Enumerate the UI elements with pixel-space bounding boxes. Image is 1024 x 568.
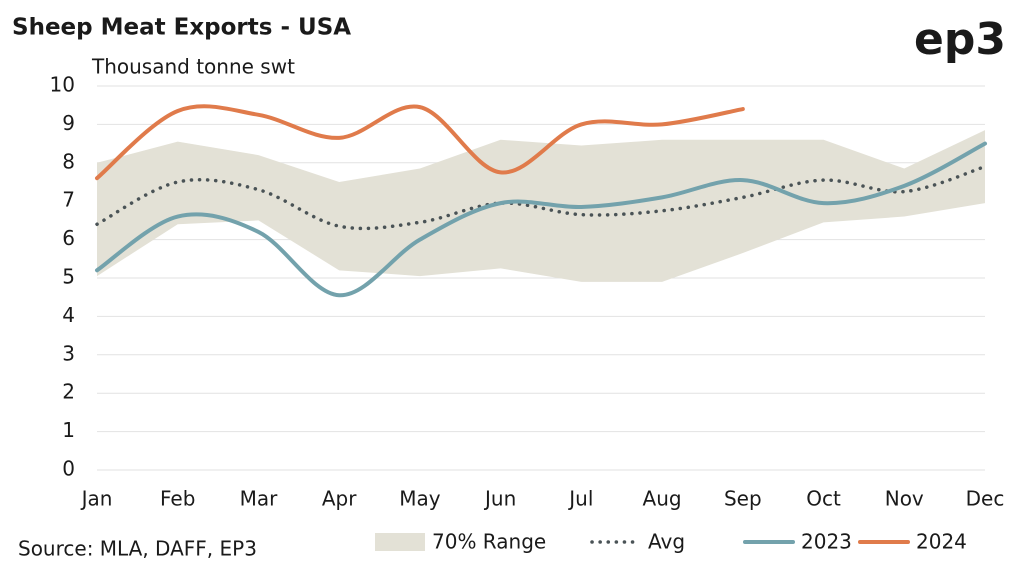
x-tick-label: Feb: [160, 487, 195, 511]
y-tick-label: 2: [62, 380, 75, 404]
series-line: [95, 164, 987, 231]
y-tick-label: 3: [62, 341, 75, 365]
plot: [95, 104, 987, 298]
y-axis-label: Thousand tonne swt: [91, 55, 295, 79]
x-tick-label: Oct: [806, 487, 841, 511]
x-tick-label: Jun: [483, 487, 516, 511]
x-tick-label: May: [399, 487, 441, 511]
legend-swatch: [375, 533, 425, 551]
grid: 0 1 2 3 4 5 6 7 8 9 10 Jan Feb Mar Apr May Jun Jul Aug Sep O…: [50, 73, 1005, 511]
x-tick-label: Nov: [885, 487, 924, 511]
y-tick-label: 0: [62, 457, 75, 481]
y-tick-label: 6: [62, 226, 75, 250]
series-line: [95, 104, 745, 181]
legend-label: 2023: [801, 530, 852, 554]
x-tick-label: Dec: [966, 487, 1005, 511]
x-tick-label: Apr: [322, 487, 357, 511]
legend-label: 2024: [916, 530, 967, 554]
y-tick-label: 9: [62, 111, 75, 135]
y-tick-label: 8: [62, 149, 75, 173]
range-area: [97, 130, 985, 282]
logo: ep3: [914, 14, 1006, 65]
y-tick-label: 4: [62, 303, 75, 327]
x-tick-label: Jan: [80, 487, 113, 511]
x-tick-label: Sep: [724, 487, 762, 511]
y-tick-label: 5: [62, 265, 75, 289]
legend: 70% Range Avg 2023 2024: [375, 530, 967, 554]
x-tick-label: Mar: [240, 487, 279, 511]
y-tick-label: 1: [62, 418, 75, 442]
legend-label: Avg: [648, 530, 685, 554]
y-tick-label: 10: [50, 73, 75, 97]
x-tick-label: Aug: [643, 487, 682, 511]
x-tick-label: Jul: [567, 487, 593, 511]
legend-label: 70% Range: [432, 530, 546, 554]
series-line: [95, 141, 987, 298]
source: Source: MLA, DAFF, EP3: [18, 537, 257, 561]
chart-title: Sheep Meat Exports - USA: [12, 15, 351, 41]
y-tick-label: 7: [62, 188, 75, 212]
